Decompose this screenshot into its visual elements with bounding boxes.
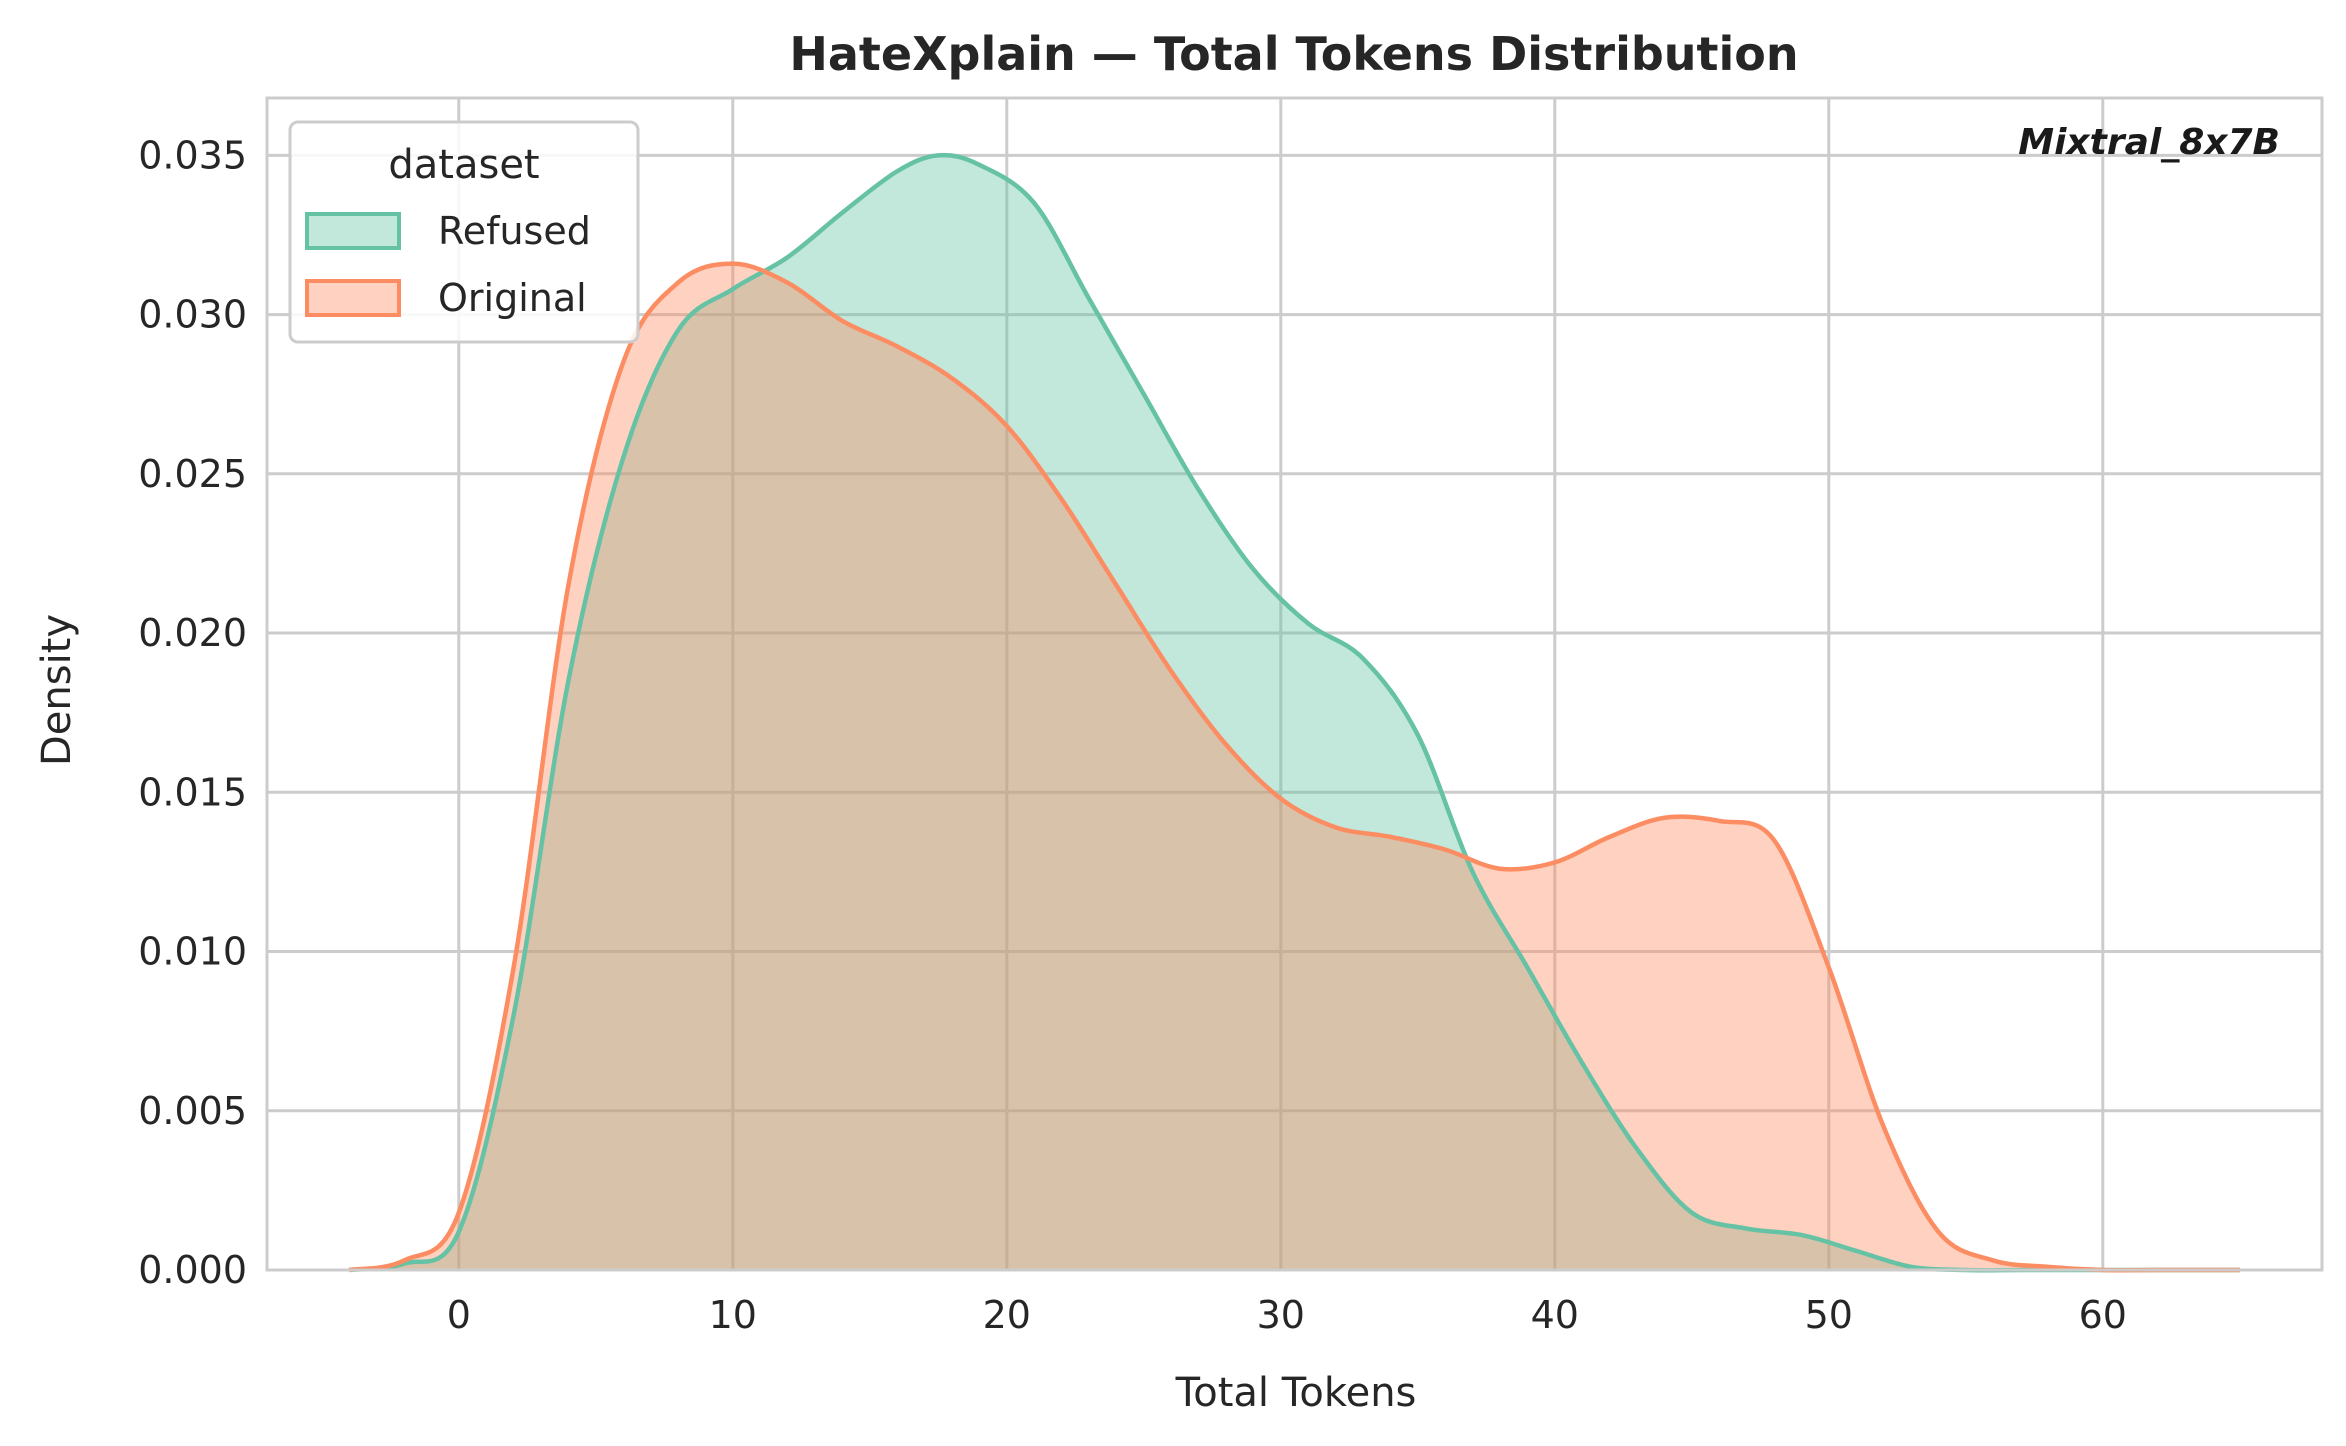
- x-tick-label: 50: [1805, 1293, 1853, 1337]
- y-tick-label: 0.030: [138, 293, 247, 337]
- legend-label-original: Original: [438, 276, 587, 320]
- x-tick-label: 0: [447, 1293, 471, 1337]
- y-tick-label: 0.015: [138, 770, 247, 814]
- x-tick-label: 20: [983, 1293, 1031, 1337]
- legend-swatch-refused: [305, 212, 401, 250]
- y-tick-label: 0.010: [138, 930, 247, 974]
- y-tick-label: 0.005: [138, 1089, 247, 1133]
- density-line-refused: [348, 152, 2240, 1273]
- x-tick-label: 30: [1257, 1293, 1305, 1337]
- x-tick-label: 40: [1531, 1293, 1579, 1337]
- legend-swatch-original: [305, 279, 401, 317]
- y-axis-ticks: 0.000 0.005 0.010 0.015 0.020 0.025 0.030 0.035: [138, 133, 247, 1292]
- legend: dataset Refused Original: [288, 120, 640, 344]
- y-tick-label: 0.025: [138, 452, 247, 496]
- y-tick-label: 0.035: [138, 133, 247, 177]
- legend-title: dataset: [388, 142, 539, 188]
- legend-label-refused: Refused: [438, 209, 591, 253]
- area-fill-original: [349, 263, 2240, 1271]
- x-tick-label: 60: [2079, 1293, 2127, 1337]
- chart-title: HateXplain — Total Tokens Distribution: [789, 27, 1798, 81]
- y-tick-label: 0.000: [138, 1248, 247, 1292]
- model-annotation: Mixtral_8x7B: [2018, 122, 2280, 163]
- x-axis-ticks: 0 10 20 30 40 50 60: [447, 1293, 2127, 1337]
- plot-frame: [265, 96, 2324, 1272]
- x-axis-label: Total Tokens: [1175, 1370, 1417, 1416]
- area-fill-refused: [349, 155, 2240, 1271]
- legend-box: [288, 120, 640, 344]
- density-line-original: [348, 261, 2240, 1273]
- y-axis-label: Density: [34, 614, 80, 766]
- y-tick-label: 0.020: [138, 611, 247, 655]
- series-areas: [348, 152, 2240, 1273]
- x-tick-label: 10: [709, 1293, 757, 1337]
